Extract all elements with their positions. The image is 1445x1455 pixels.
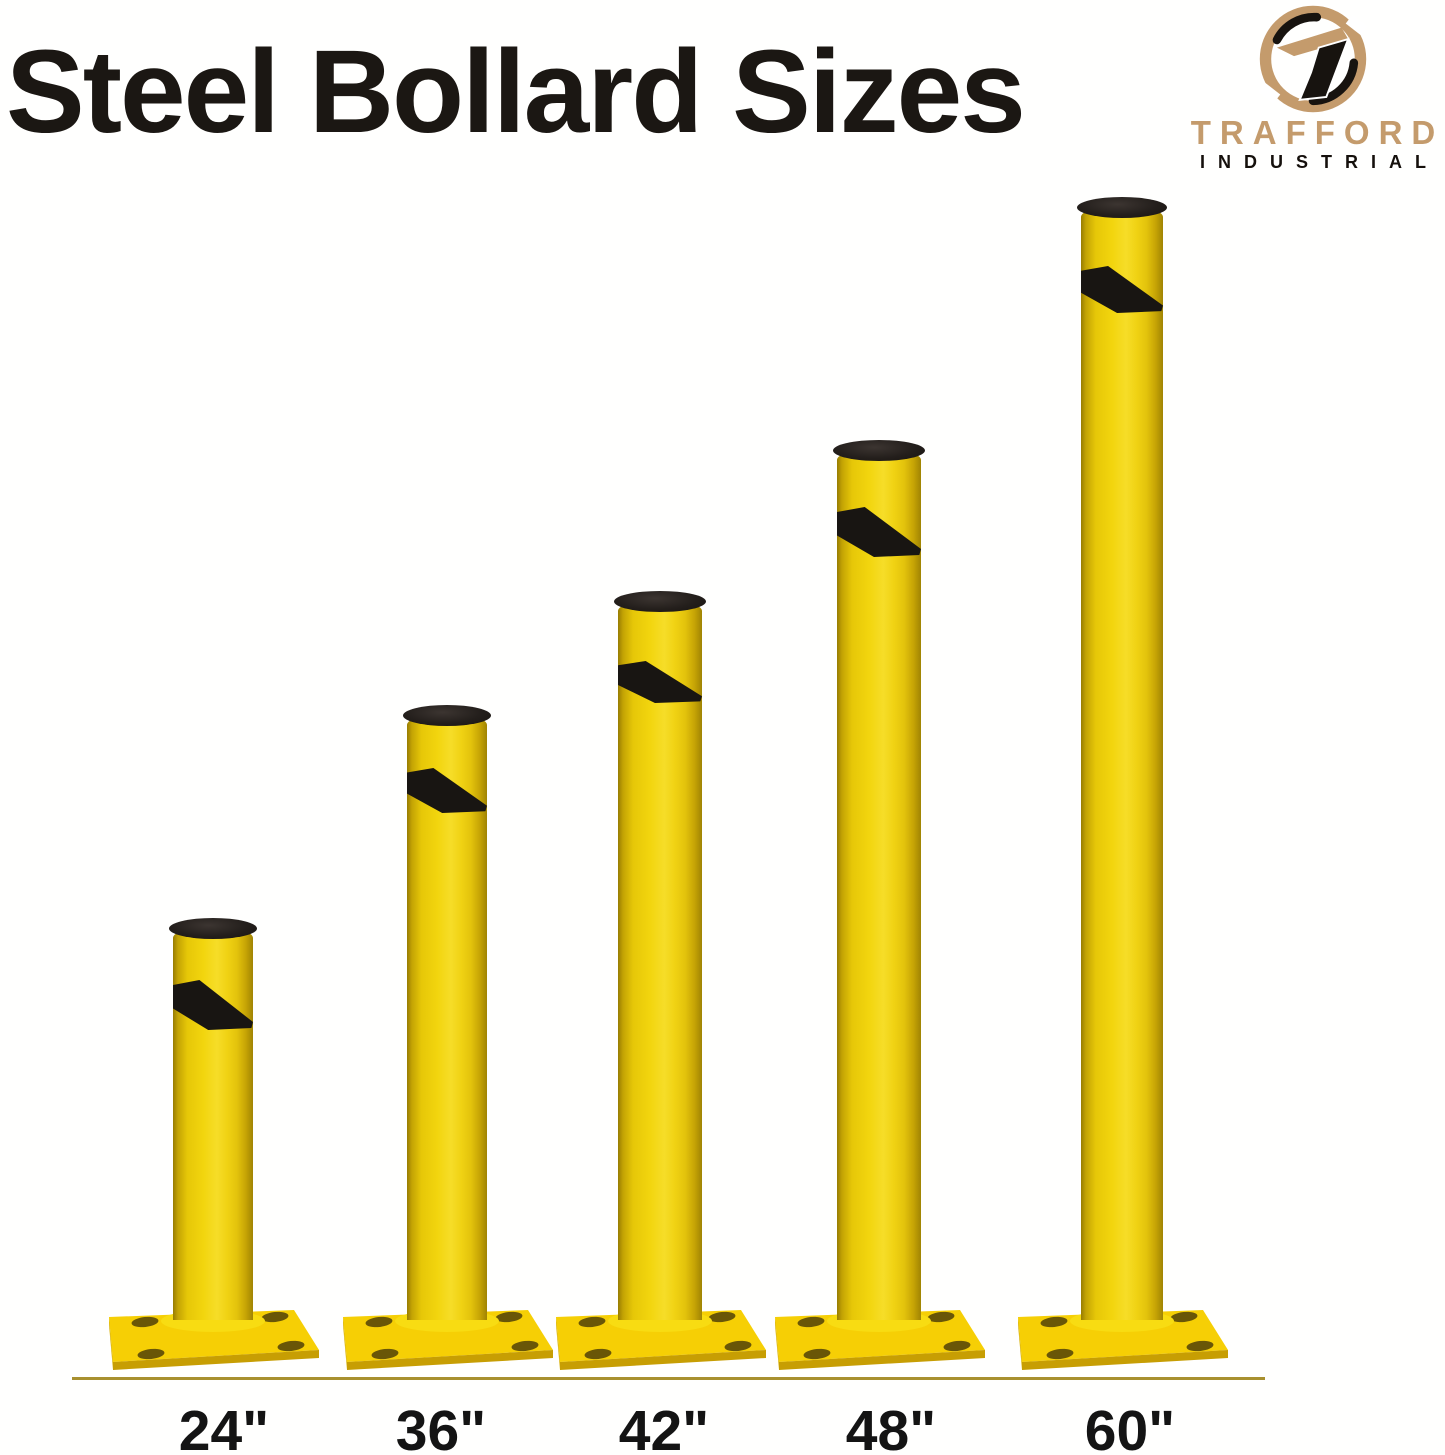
reflective-stripe: [173, 980, 253, 1030]
reflective-stripe: [618, 661, 702, 703]
bollard-cap: [403, 705, 491, 726]
bollard-pole: [837, 450, 921, 1320]
size-label-36in: 36": [395, 1399, 487, 1455]
bollard-24in: [109, 918, 319, 1372]
reflective-stripe: [407, 768, 487, 813]
bollard-pole: [618, 601, 702, 1320]
reflective-stripe: [1081, 266, 1163, 313]
size-label-42in: 42": [618, 1399, 710, 1455]
size-label-48in: 48": [845, 1399, 937, 1455]
brand-subtitle: INDUSTRIAL: [1200, 151, 1439, 172]
brand-logo: TRAFFORD INDUSTRIAL: [1183, 0, 1443, 171]
brand-name: TRAFFORD: [1190, 114, 1445, 151]
bollard-pole: [1081, 207, 1163, 1320]
page-title: Steel Bollard Sizes: [6, 26, 1026, 158]
size-label-60in: 60": [1084, 1399, 1176, 1455]
bollard-pole: [173, 928, 253, 1320]
reflective-stripe: [837, 507, 921, 557]
trafford-t-circle-emblem: [1258, 5, 1368, 113]
size-label-24in: 24": [178, 1399, 270, 1455]
bollard-cap: [1077, 197, 1167, 218]
bollard-cap: [169, 918, 257, 939]
bollard-36in: [343, 705, 553, 1372]
bollard-48in: [775, 440, 985, 1372]
bollard-42in: [556, 591, 766, 1372]
ground-line: [72, 1377, 1265, 1380]
bollard-60in: [1018, 197, 1228, 1372]
bollard-pole: [407, 715, 487, 1320]
bollard-cap: [833, 440, 925, 461]
bollard-cap: [614, 591, 706, 612]
